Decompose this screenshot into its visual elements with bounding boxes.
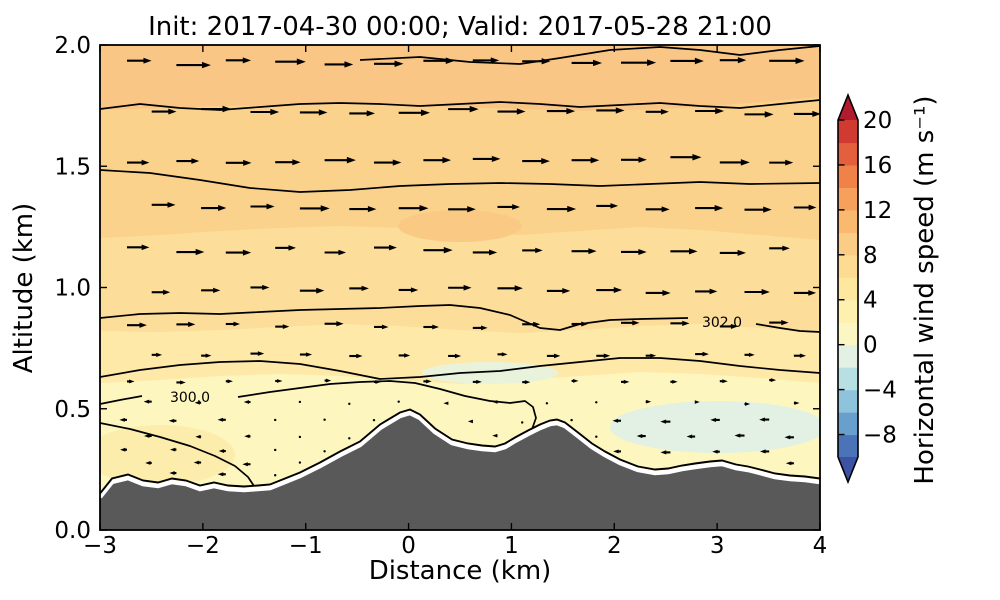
colorbar-tick-label: −4	[863, 378, 897, 404]
colorbar-tick-label: 8	[863, 243, 878, 269]
isoline	[755, 323, 820, 333]
colorbar-under-arrow	[838, 457, 858, 482]
wind-quiver	[119, 57, 820, 477]
y-tick-label: 1.5	[54, 154, 91, 180]
y-axis-label: Altitude (km)	[9, 202, 39, 374]
windspeed-patch	[100, 425, 235, 485]
x-tick-label: −3	[83, 533, 117, 559]
contour-label: 302.0	[702, 315, 742, 331]
isoline	[100, 422, 255, 487]
y-tick-label: 2.0	[54, 33, 91, 59]
colorbar-tick-label: 16	[863, 153, 892, 179]
terrain-surface-line	[100, 408, 820, 495]
colorbar-tick-label: 12	[863, 198, 892, 224]
isoline	[100, 395, 143, 405]
x-tick-label: −1	[289, 533, 323, 559]
plot-area: 302.0 300.0	[100, 45, 820, 530]
colorbar-tick-label: 4	[863, 288, 878, 314]
x-axis-label: Distance (km)	[368, 556, 552, 586]
colorbar-over-arrow	[838, 95, 858, 120]
isoline	[100, 357, 820, 380]
windspeed-patch	[398, 210, 522, 242]
x-tick-label: 3	[710, 533, 725, 559]
colorbar-tick-label: 20	[863, 108, 892, 134]
x-tick-label: 2	[607, 533, 622, 559]
colorbar-outline	[837, 92, 859, 485]
colorbar: 20 16 12 8 4 0 −4 −8	[837, 92, 897, 485]
y-tick-label: 0.0	[54, 518, 91, 544]
colorbar-label: Horizontal wind speed (m s⁻¹)	[910, 95, 940, 485]
terrain-silhouette	[100, 413, 820, 530]
contour-label: 300.0	[170, 390, 210, 406]
windspeed-patch	[422, 362, 558, 384]
colorbar-tick-label: 0	[863, 333, 878, 359]
isoline	[100, 169, 820, 193]
y-tick-label: 0.5	[54, 397, 91, 423]
colorbar-tick-label: −8	[863, 423, 897, 449]
isoline	[237, 380, 537, 457]
x-tick-label: 0	[401, 533, 416, 559]
x-tick-label: −2	[186, 533, 220, 559]
windspeed-patch	[610, 401, 820, 453]
figure-title: Init: 2017-04-30 00:00; Valid: 2017-05-2…	[148, 12, 772, 42]
x-tick-label: 1	[504, 533, 519, 559]
x-tick-label: 4	[813, 533, 828, 559]
terrain-halo	[100, 410, 820, 499]
y-tick-label: 1.0	[54, 276, 91, 302]
